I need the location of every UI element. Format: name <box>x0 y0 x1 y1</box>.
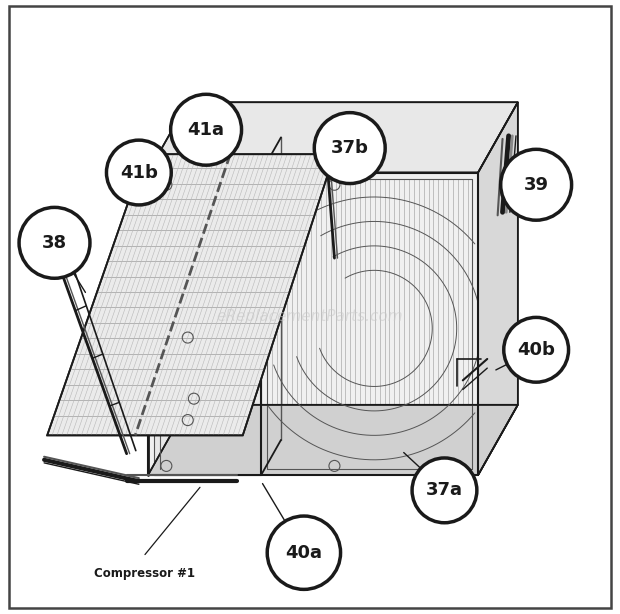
Text: 41a: 41a <box>188 121 224 139</box>
Text: 38: 38 <box>42 234 67 252</box>
Text: 37b: 37b <box>331 139 369 157</box>
Circle shape <box>267 516 340 589</box>
Text: Compressor #1: Compressor #1 <box>94 567 195 580</box>
Circle shape <box>19 208 90 278</box>
Circle shape <box>314 112 385 184</box>
Circle shape <box>107 140 171 205</box>
Text: 41b: 41b <box>120 163 158 182</box>
Polygon shape <box>148 405 518 475</box>
Text: 40a: 40a <box>285 544 322 562</box>
Polygon shape <box>154 173 261 475</box>
Polygon shape <box>148 103 518 173</box>
Text: eReplacementParts.com: eReplacementParts.com <box>216 309 404 324</box>
Circle shape <box>412 458 477 523</box>
Text: 39: 39 <box>524 176 549 194</box>
Polygon shape <box>478 103 518 475</box>
Polygon shape <box>148 173 478 475</box>
Circle shape <box>170 95 242 165</box>
Text: 37a: 37a <box>426 481 463 499</box>
Text: 40b: 40b <box>517 341 555 359</box>
Circle shape <box>504 317 569 382</box>
Polygon shape <box>47 154 334 435</box>
Circle shape <box>501 149 572 220</box>
